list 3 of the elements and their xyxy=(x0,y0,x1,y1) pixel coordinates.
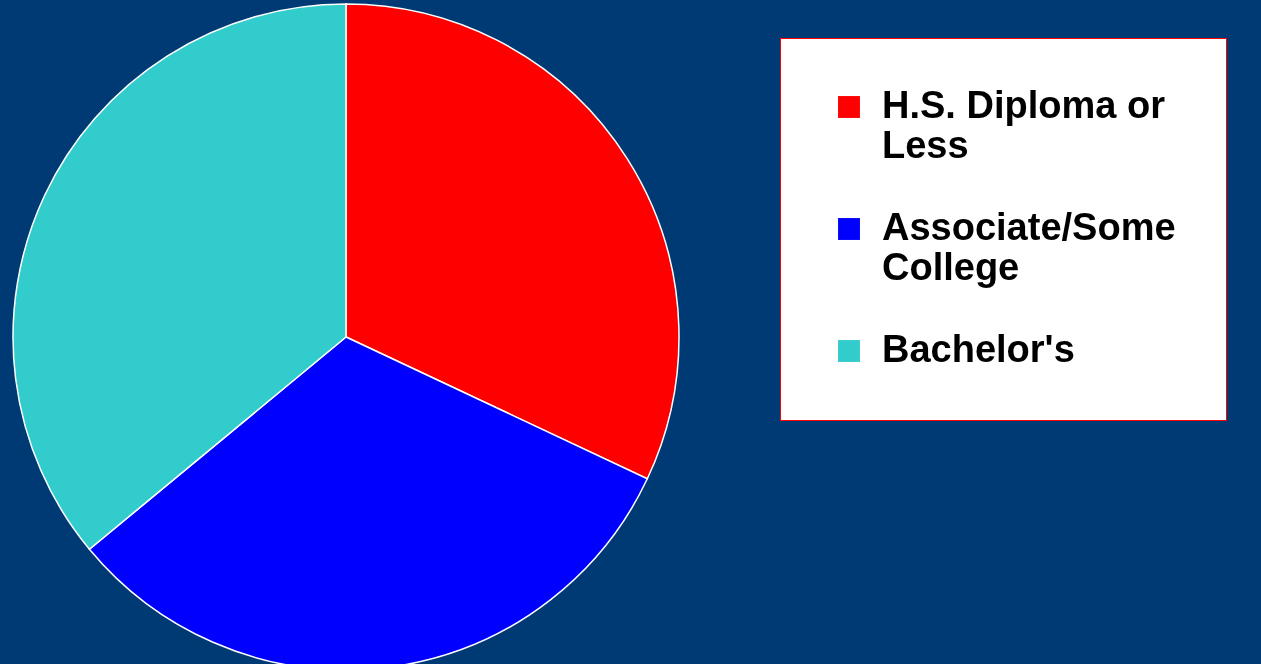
legend-label: Associate/Some College xyxy=(882,206,1176,288)
legend-label: Bachelor's xyxy=(882,328,1075,370)
legend-label: H.S. Diploma or Less xyxy=(882,84,1166,166)
